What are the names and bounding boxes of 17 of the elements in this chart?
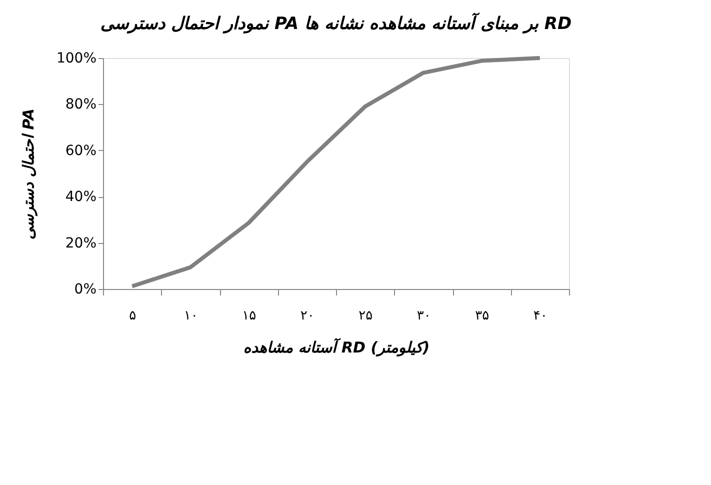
x-tick-label: ۲۰ bbox=[300, 308, 314, 324]
y-tick-label: 80% bbox=[65, 96, 96, 113]
x-tick-label: ۱۵ bbox=[242, 308, 256, 324]
y-tick-label: 60% bbox=[65, 142, 96, 159]
x-tick-label: ۴۰ bbox=[533, 308, 548, 324]
y-tick-label: 100% bbox=[56, 50, 96, 66]
x-axis-title: آستانه مشاهده RD (کیلومتر) bbox=[243, 338, 430, 356]
x-tick-label: ۱۰ bbox=[184, 308, 198, 324]
y-tick-label: 40% bbox=[65, 189, 96, 206]
y-tick-label: 0% bbox=[74, 282, 96, 298]
x-tick-label: ۳۵ bbox=[475, 308, 490, 324]
x-tick-label: ۲۵ bbox=[358, 308, 373, 324]
chart-title: نمودار احتمال دسترسی PA بر مبنای آستانه مشاهده نشانه ها RD bbox=[100, 12, 572, 34]
y-tick-label: 20% bbox=[65, 235, 96, 252]
x-tick-label: ۳۰ bbox=[416, 308, 431, 324]
x-tick-label: ۵ bbox=[129, 308, 136, 324]
y-axis-title: احتمال دسترسی PA bbox=[19, 108, 38, 240]
